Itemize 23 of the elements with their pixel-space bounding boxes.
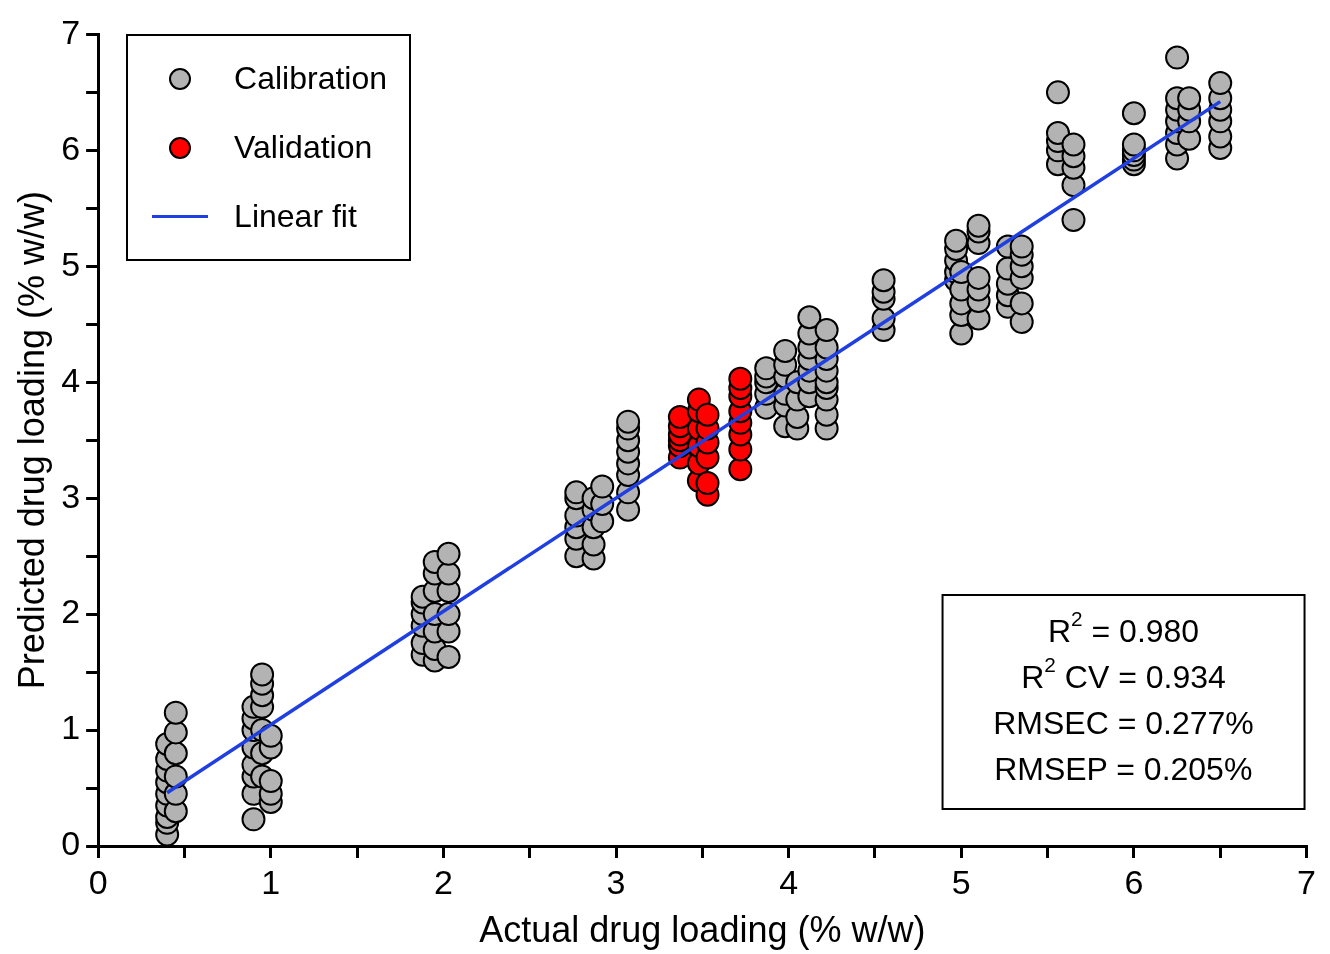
legend-label: Validation <box>234 129 373 167</box>
x-tick-label: 6 <box>1124 862 1144 901</box>
legend-label: Calibration <box>234 60 388 98</box>
x-tick-label: 7 <box>1297 862 1317 901</box>
x-tick-label: 0 <box>88 862 108 901</box>
x-tick-label: 2 <box>433 862 453 901</box>
y-tick-label: 6 <box>61 128 81 167</box>
x-tick-label: 5 <box>951 862 971 901</box>
y-tick-label: 0 <box>61 824 81 863</box>
x-axis-title: Actual drug loading (% w/w) <box>479 909 926 951</box>
y-tick-label: 1 <box>61 708 81 747</box>
x-tick-label: 4 <box>779 862 799 901</box>
x-tick-label: 1 <box>261 862 281 901</box>
y-axis-title: Predicted drug loading (% w/w) <box>10 191 52 690</box>
y-tick-label: 4 <box>61 360 81 399</box>
legend-label: Linear fit <box>234 198 357 236</box>
y-tick-label: 3 <box>61 476 81 515</box>
annotation: RMSEP = 0.205% <box>994 750 1253 787</box>
annotation: RMSEC = 0.277% <box>993 704 1254 741</box>
y-tick-label: 2 <box>61 592 81 631</box>
y-tick-label: 5 <box>61 244 81 283</box>
y-tick-label: 7 <box>61 12 81 51</box>
x-tick-label: 3 <box>606 862 626 901</box>
